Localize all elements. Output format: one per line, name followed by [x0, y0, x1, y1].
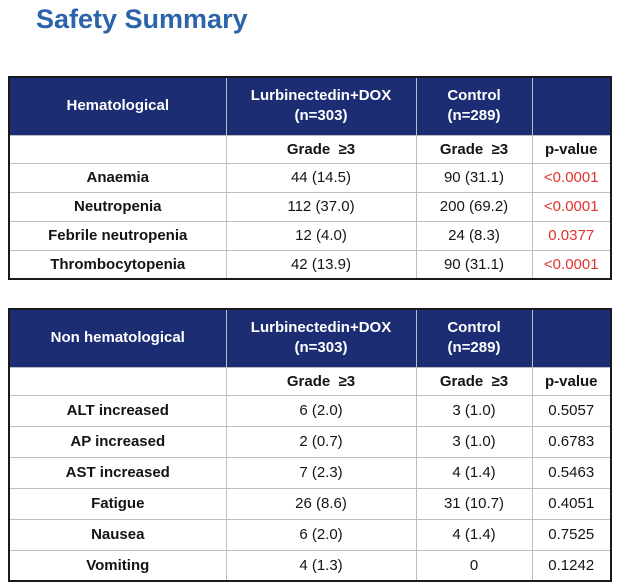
arm2-value: 31 (10.7) — [415, 487, 533, 520]
arm1-column-header: Lurbinectedin+DOX (n=303) — [225, 308, 417, 368]
arm1-value: 6 (2.0) — [225, 518, 417, 551]
empty-header-cell — [531, 308, 612, 368]
row-label: Vomiting — [8, 549, 227, 582]
category-header: Non hematological — [8, 308, 227, 368]
arm2-value: 90 (31.1) — [415, 249, 533, 280]
table-row: Thrombocytopenia 42 (13.9) 90 (31.1) <0.… — [8, 249, 612, 280]
subheader-grade-arm1: Grade ≥3 — [225, 366, 417, 396]
arm2-value: 4 (1.4) — [415, 456, 533, 489]
table-row: ALT increased 6 (2.0) 3 (1.0) 0.5057 — [8, 394, 612, 427]
category-header: Hematological — [8, 76, 227, 136]
row-label: Anaemia — [8, 162, 227, 193]
p-value: 0.4051 — [531, 487, 612, 520]
arm1-value: 44 (14.5) — [225, 162, 417, 193]
p-value: 0.1242 — [531, 549, 612, 582]
arm1-value: 6 (2.0) — [225, 394, 417, 427]
arm1-name: Lurbinectedin+DOX — [250, 319, 392, 336]
table-row: Anaemia 44 (14.5) 90 (31.1) <0.0001 — [8, 162, 612, 193]
arm1-name: Lurbinectedin+DOX — [250, 87, 392, 104]
row-label: Neutropenia — [8, 191, 227, 222]
p-value: <0.0001 — [531, 191, 612, 222]
arm2-n: (n=289) — [447, 107, 501, 125]
p-value: 0.0377 — [531, 220, 612, 251]
subheader-row: Grade ≥3 Grade ≥3 p-value — [8, 134, 612, 164]
arm2-value: 3 (1.0) — [415, 425, 533, 458]
arm1-n: (n=303) — [294, 107, 348, 125]
arm2-value: 24 (8.3) — [415, 220, 533, 251]
p-value: <0.0001 — [531, 162, 612, 193]
arm2-value: 200 (69.2) — [415, 191, 533, 222]
arm2-name: Control — [447, 319, 501, 336]
arm1-value: 12 (4.0) — [225, 220, 417, 251]
arm1-value: 26 (8.6) — [225, 487, 417, 520]
empty-header-cell — [531, 76, 612, 136]
subheader-grade-arm2: Grade ≥3 — [415, 366, 533, 396]
table-row: Febrile neutropenia 12 (4.0) 24 (8.3) 0.… — [8, 220, 612, 251]
p-value: 0.5463 — [531, 456, 612, 489]
row-label: Nausea — [8, 518, 227, 551]
non-hematological-table: Non hematological Lurbinectedin+DOX (n=3… — [8, 308, 612, 582]
hematological-table: Hematological Lurbinectedin+DOX (n=303) … — [8, 76, 612, 280]
arm2-value: 4 (1.4) — [415, 518, 533, 551]
arm1-value: 42 (13.9) — [225, 249, 417, 280]
arm2-value: 0 — [415, 549, 533, 582]
table-row: AST increased 7 (2.3) 4 (1.4) 0.5463 — [8, 456, 612, 489]
arm1-value: 2 (0.7) — [225, 425, 417, 458]
arm2-n: (n=289) — [447, 339, 501, 357]
row-label: Thrombocytopenia — [8, 249, 227, 280]
table-row: Vomiting 4 (1.3) 0 0.1242 — [8, 549, 612, 582]
table-row: Nausea 6 (2.0) 4 (1.4) 0.7525 — [8, 518, 612, 551]
row-label: AST increased — [8, 456, 227, 489]
subheader-empty-cell — [8, 366, 227, 396]
row-label: Febrile neutropenia — [8, 220, 227, 251]
row-label: ALT increased — [8, 394, 227, 427]
table-row: AP increased 2 (0.7) 3 (1.0) 0.6783 — [8, 425, 612, 458]
arm1-value: 112 (37.0) — [225, 191, 417, 222]
subheader-pvalue: p-value — [531, 366, 612, 396]
subheader-grade-arm2: Grade ≥3 — [415, 134, 533, 164]
arm1-value: 4 (1.3) — [225, 549, 417, 582]
subheader-row: Grade ≥3 Grade ≥3 p-value — [8, 366, 612, 396]
arm1-value: 7 (2.3) — [225, 456, 417, 489]
arm1-column-header: Lurbinectedin+DOX (n=303) — [225, 76, 417, 136]
subheader-pvalue: p-value — [531, 134, 612, 164]
row-label: Fatigue — [8, 487, 227, 520]
arm2-name: Control — [447, 87, 501, 104]
p-value: <0.0001 — [531, 249, 612, 280]
table-row: Fatigue 26 (8.6) 31 (10.7) 0.4051 — [8, 487, 612, 520]
arm1-n: (n=303) — [294, 339, 348, 357]
p-value: 0.6783 — [531, 425, 612, 458]
row-label: AP increased — [8, 425, 227, 458]
subheader-grade-arm1: Grade ≥3 — [225, 134, 417, 164]
p-value: 0.5057 — [531, 394, 612, 427]
arm2-column-header: Control (n=289) — [415, 308, 533, 368]
arm2-value: 90 (31.1) — [415, 162, 533, 193]
arm2-value: 3 (1.0) — [415, 394, 533, 427]
page-title: Safety Summary — [36, 4, 248, 34]
header-row: Non hematological Lurbinectedin+DOX (n=3… — [8, 308, 612, 368]
table-row: Neutropenia 112 (37.0) 200 (69.2) <0.000… — [8, 191, 612, 222]
arm2-column-header: Control (n=289) — [415, 76, 533, 136]
header-row: Hematological Lurbinectedin+DOX (n=303) … — [8, 76, 612, 136]
subheader-empty-cell — [8, 134, 227, 164]
p-value: 0.7525 — [531, 518, 612, 551]
